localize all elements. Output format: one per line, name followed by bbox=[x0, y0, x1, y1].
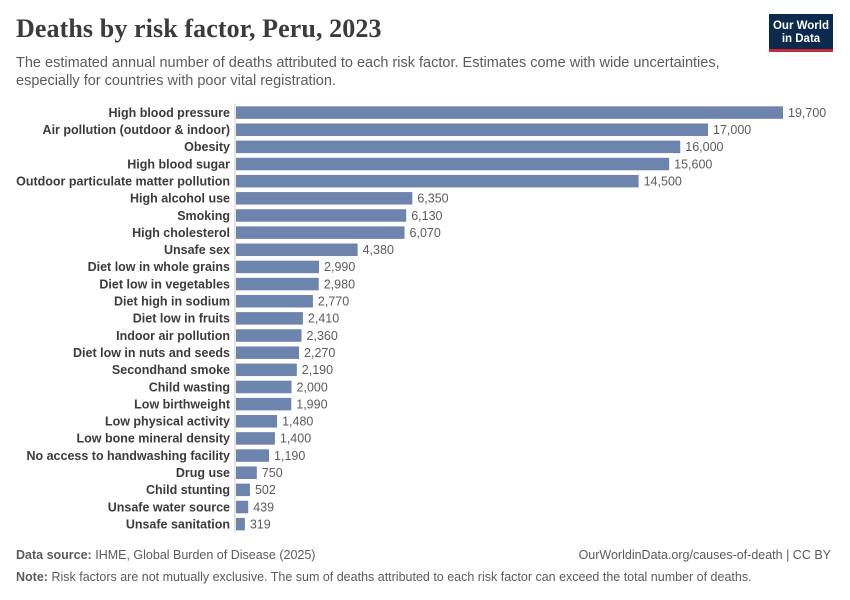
value-label: 319 bbox=[250, 517, 271, 531]
category-label: Low birthweight bbox=[134, 397, 231, 411]
bar[interactable] bbox=[236, 483, 250, 497]
logo-line-2: in Data bbox=[781, 32, 821, 45]
category-label: No access to handwashing facility bbox=[26, 449, 230, 463]
bar[interactable] bbox=[236, 123, 709, 136]
value-label: 14,500 bbox=[644, 174, 682, 188]
category-label: Unsafe sanitation bbox=[126, 517, 230, 531]
bar[interactable] bbox=[236, 277, 319, 291]
value-label: 439 bbox=[253, 500, 274, 514]
value-label: 502 bbox=[255, 483, 276, 497]
bar[interactable] bbox=[236, 346, 300, 359]
bar[interactable] bbox=[236, 363, 297, 377]
bar[interactable] bbox=[236, 449, 270, 462]
category-label: Child wasting bbox=[149, 380, 230, 394]
category-label: Diet high in sodium bbox=[114, 295, 230, 309]
data-source: Data source: IHME, Global Burden of Dise… bbox=[16, 548, 315, 562]
owid-logo[interactable]: Our World in Data bbox=[769, 14, 833, 52]
data-source-text[interactable]: IHME, Global Burden of Disease (2025) bbox=[95, 548, 316, 562]
category-label: Drug use bbox=[176, 466, 230, 480]
value-label: 2,000 bbox=[297, 380, 328, 394]
category-label: Diet low in fruits bbox=[133, 312, 230, 326]
category-label: Indoor air pollution bbox=[116, 329, 230, 343]
category-label: Child stunting bbox=[146, 483, 230, 497]
bar[interactable] bbox=[236, 329, 302, 342]
category-label: High blood pressure bbox=[108, 106, 230, 120]
bar[interactable] bbox=[236, 209, 407, 222]
value-label: 2,190 bbox=[302, 363, 333, 377]
category-label: Smoking bbox=[177, 209, 230, 223]
category-label: Diet low in vegetables bbox=[99, 277, 230, 291]
chart-title: Deaths by risk factor, Peru, 2023 bbox=[16, 14, 382, 43]
source-link[interactable]: OurWorldinData.org/causes-of-death | CC … bbox=[578, 548, 831, 562]
bar[interactable] bbox=[236, 312, 303, 325]
bar[interactable] bbox=[236, 243, 358, 257]
bar[interactable] bbox=[236, 106, 783, 119]
value-label: 6,130 bbox=[411, 209, 442, 223]
category-label: Obesity bbox=[184, 140, 230, 154]
value-label: 1,990 bbox=[296, 397, 327, 411]
category-label: Low bone mineral density bbox=[77, 432, 231, 446]
bar[interactable] bbox=[236, 500, 249, 514]
value-label: 2,770 bbox=[318, 295, 349, 309]
value-label: 2,990 bbox=[324, 260, 355, 274]
chart-note: Note: Risk factors are not mutually excl… bbox=[16, 570, 752, 584]
category-label: High blood sugar bbox=[127, 157, 230, 171]
bar[interactable] bbox=[236, 466, 257, 479]
category-label: Air pollution (outdoor & indoor) bbox=[43, 123, 230, 137]
bar[interactable] bbox=[236, 380, 292, 394]
value-label: 1,400 bbox=[280, 432, 311, 446]
category-label: High cholesterol bbox=[132, 226, 230, 240]
value-label: 4,380 bbox=[363, 243, 394, 257]
bar[interactable] bbox=[236, 260, 320, 274]
bar[interactable] bbox=[236, 174, 639, 188]
category-label: Unsafe water source bbox=[108, 500, 230, 514]
value-label: 15,600 bbox=[674, 157, 712, 171]
bar[interactable] bbox=[236, 432, 275, 445]
value-label: 2,360 bbox=[307, 329, 338, 343]
note-label: Note: bbox=[16, 570, 48, 584]
value-label: 6,070 bbox=[410, 226, 441, 240]
note-text: Risk factors are not mutually exclusive.… bbox=[51, 570, 752, 584]
category-label: Diet low in whole grains bbox=[88, 260, 230, 274]
bar[interactable] bbox=[236, 192, 413, 205]
bar[interactable] bbox=[236, 140, 681, 154]
bar[interactable] bbox=[236, 226, 405, 239]
category-label: Unsafe sex bbox=[164, 243, 230, 257]
bar-chart: High blood pressure 19,700 Air pollution (… bbox=[16, 104, 826, 533]
chart-subtitle: The estimated annual number of deaths at… bbox=[16, 55, 720, 89]
bar[interactable] bbox=[236, 517, 245, 531]
value-label: 19,700 bbox=[788, 106, 826, 120]
category-label: Diet low in nuts and seeds bbox=[73, 346, 230, 360]
value-label: 1,190 bbox=[274, 449, 305, 463]
bar[interactable] bbox=[236, 397, 292, 411]
value-label: 750 bbox=[262, 466, 283, 480]
value-label: 1,480 bbox=[282, 415, 313, 429]
data-source-label: Data source: bbox=[16, 548, 92, 562]
bar[interactable] bbox=[236, 415, 278, 428]
bar[interactable] bbox=[236, 294, 313, 308]
value-label: 2,410 bbox=[308, 312, 339, 326]
category-label: High alcohol use bbox=[130, 192, 230, 206]
logo-line-1: Our World bbox=[772, 20, 829, 32]
category-label: Secondhand smoke bbox=[112, 363, 230, 377]
category-label: Low physical activity bbox=[105, 415, 230, 429]
value-label: 2,980 bbox=[324, 277, 355, 291]
value-label: 16,000 bbox=[685, 140, 723, 154]
bar[interactable] bbox=[236, 157, 670, 171]
value-label: 2,270 bbox=[304, 346, 335, 360]
value-label: 17,000 bbox=[713, 123, 751, 137]
category-label: Outdoor particulate matter pollution bbox=[16, 174, 230, 188]
value-label: 6,350 bbox=[417, 192, 448, 206]
